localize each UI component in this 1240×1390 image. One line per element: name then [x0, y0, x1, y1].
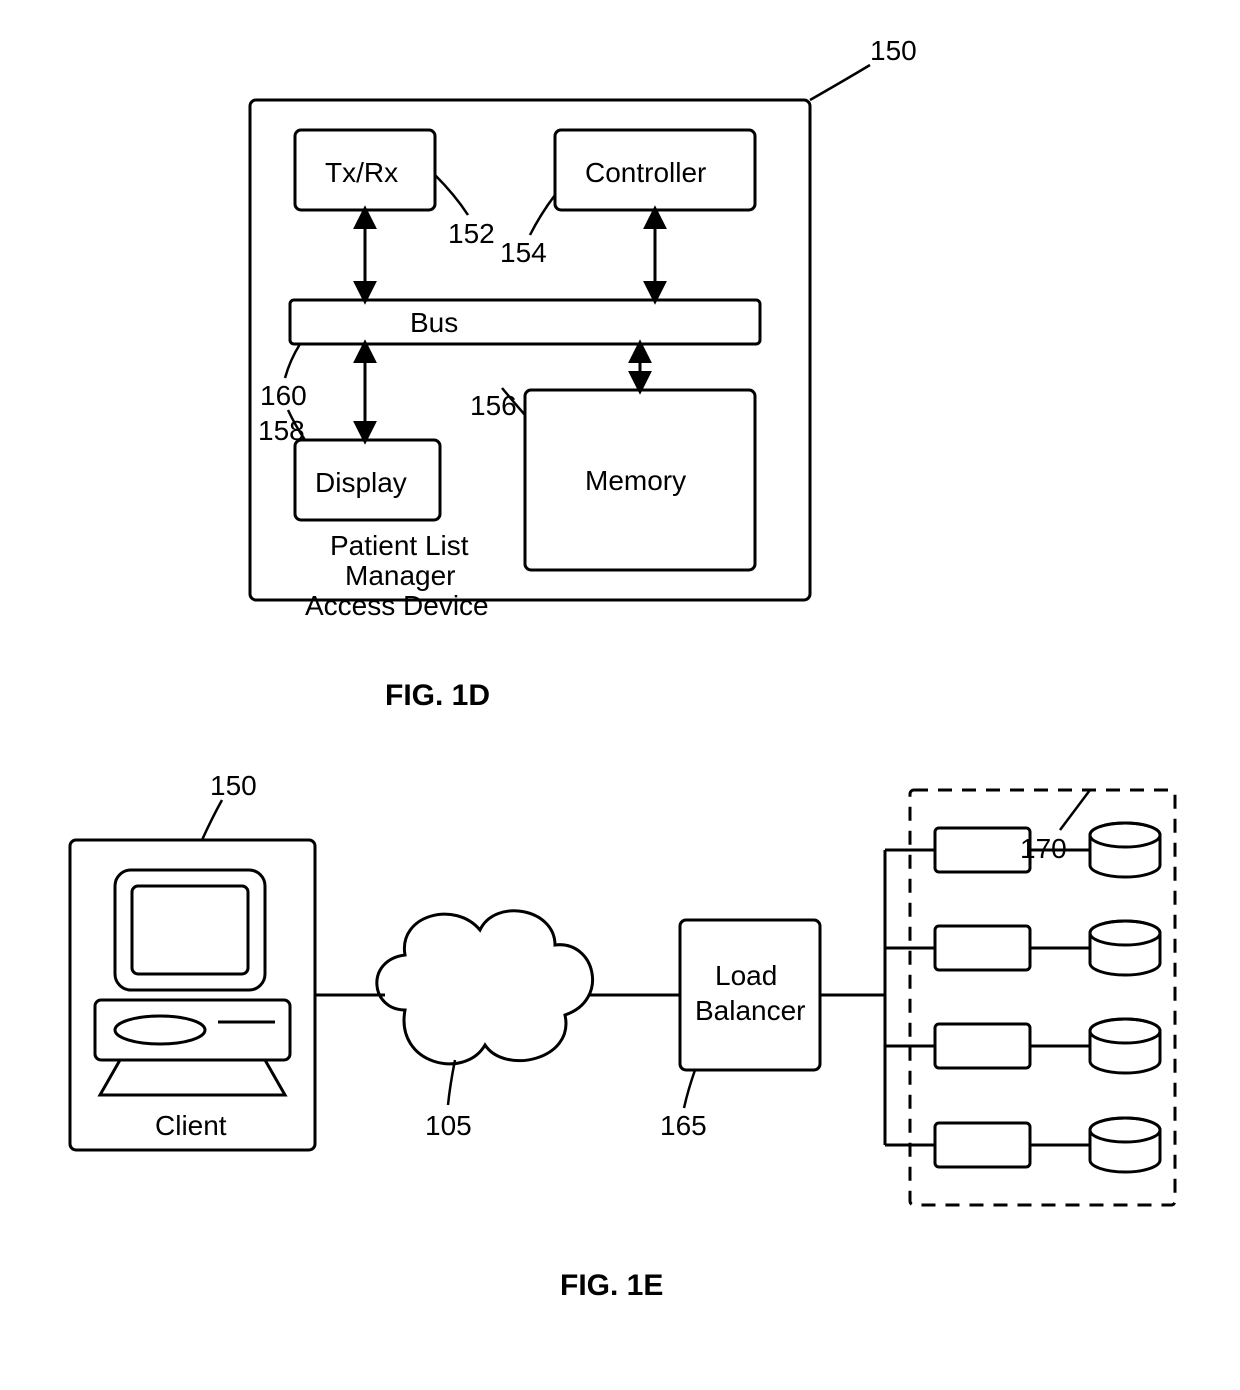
fig-1e: Client 150 105 Load Balancer: [70, 770, 1175, 1302]
access-device-label-line2: Manager: [345, 560, 456, 591]
lb-label-1: Load: [715, 960, 777, 991]
leader-160: [285, 344, 300, 378]
bus-label: Bus: [410, 307, 458, 338]
ref-158: 158: [258, 415, 305, 446]
leader-client-150: [202, 800, 222, 840]
fig-1d: Bus Tx/Rx Controller Display Memory Pati…: [250, 35, 917, 712]
memory-label: Memory: [585, 465, 686, 496]
access-device-label-line1: Patient List: [330, 530, 469, 561]
ref-152: 152: [448, 218, 495, 249]
leader-154: [530, 195, 555, 235]
ref-105: 105: [425, 1110, 472, 1141]
ref-165: 165: [660, 1110, 707, 1141]
fig-1d-caption: FIG. 1D: [385, 679, 490, 712]
network-cloud: [377, 911, 593, 1064]
lb-label-2: Balancer: [695, 995, 806, 1026]
ref-150: 150: [870, 35, 917, 66]
display-label: Display: [315, 467, 407, 498]
txrx-label: Tx/Rx: [325, 157, 398, 188]
ref-154: 154: [500, 237, 547, 268]
client-computer-icon: [95, 870, 290, 1095]
leader-170: [1060, 790, 1090, 830]
server-row-2: [885, 1019, 1160, 1073]
leader-165: [684, 1070, 695, 1108]
bus-box: [290, 300, 760, 344]
leader-105: [448, 1060, 455, 1105]
leader-150: [810, 65, 870, 100]
server-row-3: [885, 1118, 1160, 1172]
server-row-1: [885, 921, 1160, 975]
controller-label: Controller: [585, 157, 706, 188]
leader-152: [435, 175, 468, 215]
ref-160: 160: [260, 380, 307, 411]
fig-1e-caption: FIG. 1E: [560, 1269, 663, 1302]
ref-156: 156: [470, 390, 517, 421]
client-label: Client: [155, 1110, 227, 1141]
access-device-label-line3: Access Device: [305, 590, 489, 621]
ref-client-150: 150: [210, 770, 257, 801]
